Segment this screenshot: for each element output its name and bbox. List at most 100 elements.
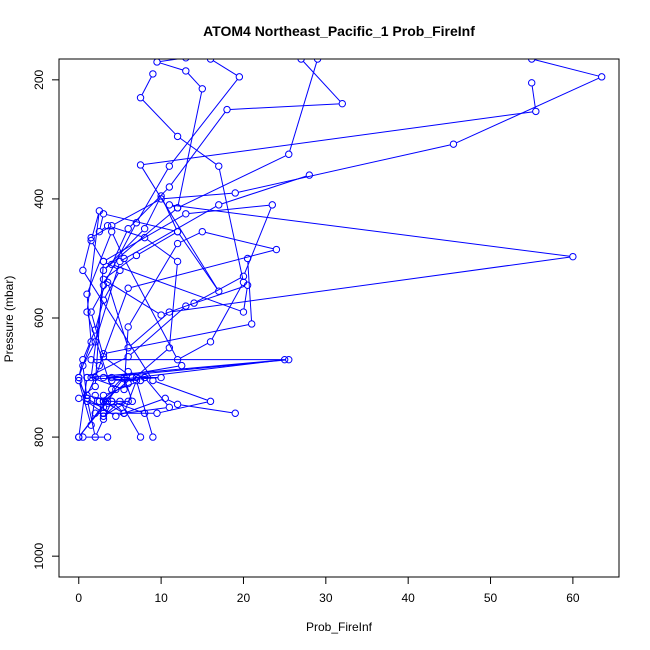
data-point: [231, 189, 239, 197]
data-point: [239, 308, 248, 316]
series-segment: [105, 403, 118, 415]
data-point: [272, 245, 281, 254]
y-tick-label: 400: [32, 189, 46, 209]
data-point: [108, 222, 116, 230]
data-point: [598, 73, 606, 81]
series-segment: [101, 227, 106, 231]
data-point: [313, 59, 322, 63]
series-segment: [82, 368, 88, 396]
y-tick-label: 200: [32, 70, 46, 90]
series-segment: [106, 401, 126, 408]
data-point: [99, 409, 108, 417]
data-point: [182, 67, 190, 75]
data-point: [528, 59, 536, 63]
data-point: [112, 412, 120, 420]
data-point: [112, 385, 120, 394]
data-point: [95, 227, 104, 236]
data-point: [99, 257, 108, 266]
series-segment: [96, 421, 103, 435]
data-point: [103, 222, 112, 230]
series-segment: [92, 243, 103, 259]
data-point: [161, 394, 169, 403]
series-segment: [247, 261, 253, 321]
data-point: [75, 433, 83, 441]
series-segment: [188, 204, 270, 214]
series-segment: [141, 167, 218, 289]
series-segment: [108, 391, 115, 400]
series-segment: [105, 214, 184, 261]
series-segment: [221, 175, 307, 205]
data-point: [165, 183, 174, 191]
data-point: [248, 320, 256, 328]
series-segment: [159, 62, 183, 71]
series-10: [75, 373, 145, 441]
data-point: [75, 373, 83, 382]
data-point: [128, 373, 136, 382]
series-segment: [179, 137, 217, 165]
data-point: [215, 287, 223, 295]
series-segment: [212, 60, 237, 76]
data-point: [198, 85, 206, 93]
data-point: [198, 227, 206, 236]
data-point: [285, 355, 293, 364]
data-point: [95, 361, 104, 370]
data-point: [268, 201, 276, 209]
data-point: [103, 397, 112, 406]
data-point: [149, 376, 157, 385]
data-point: [149, 70, 157, 78]
data-point: [231, 409, 239, 417]
data-point: [116, 257, 124, 266]
x-tick-label: 20: [237, 591, 251, 605]
data-point: [338, 99, 346, 108]
series-segment: [78, 380, 88, 434]
series-segment: [99, 216, 104, 229]
series-segment: [218, 169, 244, 280]
data-point: [173, 239, 182, 248]
data-point: [149, 433, 157, 441]
data-point: [91, 382, 99, 391]
data-point: [449, 140, 458, 148]
series-segment: [170, 111, 226, 185]
data-point: [173, 400, 182, 409]
series-segment: [84, 272, 152, 379]
x-tick-label: 0: [75, 591, 82, 605]
data-point: [128, 397, 136, 406]
y-axis: 200 400 600 800 1000: [32, 70, 60, 570]
series-5: [79, 59, 606, 417]
data-point: [305, 171, 314, 179]
series-segment: [92, 284, 107, 310]
data-point: [120, 373, 128, 382]
data-point: [91, 338, 99, 346]
series-segment: [114, 401, 142, 413]
data-point: [124, 323, 132, 331]
data-point: [206, 338, 215, 346]
series-segment: [87, 314, 112, 387]
data-point: [103, 433, 112, 441]
series-segment: [122, 206, 217, 261]
data-point: [206, 59, 215, 63]
series-segment: [180, 342, 208, 359]
series-segment: [188, 285, 245, 306]
data-point: [103, 278, 112, 286]
data-point: [99, 391, 108, 400]
series-segment: [104, 272, 119, 298]
series-segment: [90, 359, 282, 378]
series-8: [79, 171, 314, 420]
data-point: [99, 373, 108, 382]
data-point: [99, 210, 108, 218]
series-segment: [302, 61, 341, 102]
data-point: [165, 162, 174, 170]
x-tick-label: 40: [401, 591, 415, 605]
data-point: [136, 433, 145, 441]
data-point: [235, 73, 244, 81]
plot-area: [75, 59, 606, 441]
series-segment: [91, 288, 104, 375]
x-tick-label: 50: [484, 591, 498, 605]
series-segment: [289, 61, 318, 152]
data-point: [95, 397, 104, 406]
series-segment: [79, 383, 91, 423]
plot-frame: [58, 58, 620, 578]
data-point: [75, 394, 83, 403]
series-segment: [230, 103, 340, 110]
